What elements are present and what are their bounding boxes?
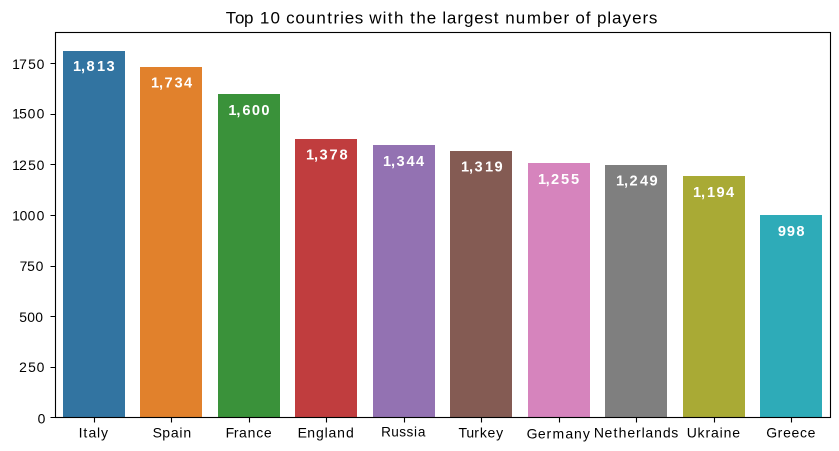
svg-text:250: 250: [19, 359, 45, 375]
svg-text:1750: 1750: [12, 56, 45, 72]
svg-text:1,600: 1,600: [228, 103, 269, 119]
svg-text:Spain: Spain: [153, 425, 192, 441]
svg-text:Italy: Italy: [79, 425, 108, 441]
svg-text:1,378: 1,378: [306, 148, 348, 164]
svg-text:1,249: 1,249: [616, 173, 658, 189]
svg-text:1500: 1500: [12, 106, 45, 122]
svg-text:1,813: 1,813: [73, 59, 115, 75]
svg-text:England: England: [298, 425, 354, 441]
svg-text:1,255: 1,255: [538, 172, 579, 188]
svg-text:Germany: Germany: [527, 425, 590, 441]
svg-text:Russia: Russia: [381, 425, 426, 440]
svg-text:Ukraine: Ukraine: [687, 425, 740, 441]
svg-text:1000: 1000: [12, 208, 45, 224]
svg-text:998: 998: [778, 224, 805, 240]
svg-text:1,319: 1,319: [461, 160, 503, 176]
svg-text:Top 10 countries with the larg: Top 10 countries with the largest number…: [226, 8, 658, 27]
svg-text:750: 750: [20, 258, 44, 274]
svg-text:France: France: [226, 425, 272, 441]
svg-text:0: 0: [38, 410, 46, 426]
svg-text:1,734: 1,734: [151, 75, 193, 91]
svg-text:Netherlands: Netherlands: [594, 425, 678, 441]
svg-text:Greece: Greece: [766, 425, 815, 441]
svg-text:1250: 1250: [12, 157, 45, 173]
svg-text:500: 500: [19, 309, 43, 325]
svg-text:Turkey: Turkey: [458, 425, 503, 441]
svg-text:1,344: 1,344: [383, 154, 425, 170]
svg-text:1,194: 1,194: [693, 185, 735, 201]
